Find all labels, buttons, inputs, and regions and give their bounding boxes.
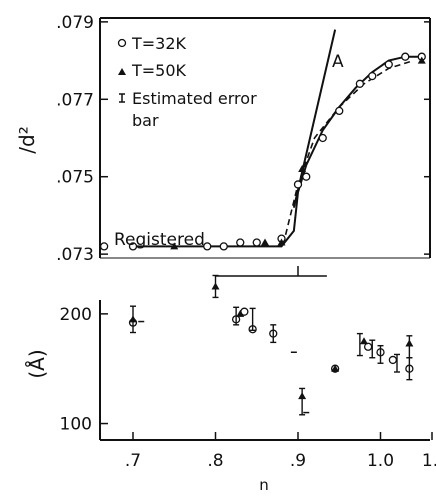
bottom-y-axis-label: (Å) (25, 349, 49, 378)
top-y-tick-label: .073 (56, 245, 94, 265)
fit-solid-curve (133, 55, 422, 248)
top-point-32k (203, 242, 212, 251)
bottom-axes: 100 200 .7 .8 .9 1.0 1. (60, 266, 436, 471)
bottom-panel: 100 200 .7 .8 .9 1.0 1. (Å) n (25, 266, 436, 494)
top-y-tick-label: .079 (56, 13, 94, 33)
top-y-tick-label: .075 (56, 168, 94, 188)
legend-errorbar-marker (119, 93, 125, 103)
bottom-x-axis-label: n (259, 476, 269, 494)
top-point-32k (302, 172, 311, 181)
top-point-32k (252, 238, 261, 247)
bottom-errorbar (233, 306, 240, 326)
annotation-registered: Registered (114, 230, 205, 250)
bottom-y-tick-label: 100 (60, 415, 92, 435)
top-point-50k (298, 164, 307, 172)
bottom-y-tick-label: 200 (60, 305, 92, 325)
bottom-errorbar (299, 387, 306, 416)
bottom-x-tick-label: .9 (290, 451, 306, 471)
legend-triangle-marker (118, 68, 126, 75)
legend-label-50k: T=50K (131, 61, 187, 80)
top-point-32k (236, 238, 245, 247)
top-point-50k (170, 242, 179, 250)
legend-label-error: Estimated error (132, 89, 257, 108)
top-point-50k (261, 238, 269, 246)
legend-label-32k: T=32K (131, 34, 187, 53)
bottom-errorbar (377, 344, 384, 364)
bottom-point-50k (360, 337, 368, 345)
top-point-32k (318, 133, 327, 143)
top-point-32k (401, 52, 410, 61)
top-panel: .073 .075 .077 .079 /d² T=32K T=50K Estimat… (15, 13, 431, 265)
top-point-32k (368, 71, 377, 81)
bottom-errorbar (270, 324, 277, 344)
bottom-errorbar (249, 307, 256, 332)
top-point-50k (417, 56, 426, 64)
bottom-point-32k (363, 342, 373, 351)
line-A-curve (292, 29, 337, 208)
bottom-point-50k (331, 364, 340, 372)
top-point-32k (335, 106, 344, 116)
bottom-point-50k (236, 309, 245, 317)
bottom-errorbar (394, 353, 400, 373)
top-axes: .073 .075 .077 .079 (56, 13, 431, 265)
bottom-x-tick-label: 1. (422, 451, 436, 471)
legend-entry-32k: T=32K (117, 34, 187, 53)
top-point-50k (277, 238, 286, 246)
top-y-tick-label: .077 (56, 90, 94, 110)
top-point-32k (99, 242, 109, 251)
legend-entry-50k: T=50K (118, 61, 187, 80)
bottom-point-32k (388, 355, 398, 365)
bottom-errorbar (369, 339, 376, 359)
bottom-x-tick-label: .7 (125, 451, 141, 471)
legend-label-error-cont: bar (132, 111, 159, 130)
top-point-32k (128, 242, 138, 251)
top-point-32k (355, 79, 365, 88)
legend-circle-marker (117, 38, 127, 48)
bottom-x-tick-label: .8 (207, 451, 223, 471)
top-point-32k (219, 242, 228, 251)
top-y-axis-label: /d² (15, 126, 39, 153)
top-point-32k (293, 180, 303, 189)
top-legend: T=32K T=50K Estimated error bar (117, 34, 257, 130)
bottom-errorbar (406, 335, 413, 359)
bottom-errorbar (406, 357, 413, 381)
bottom-errorbar (212, 274, 219, 299)
bottom-errorbar (130, 305, 136, 334)
annotation-a: A (332, 52, 344, 72)
bottom-x-tick-label: 1.0 (367, 451, 394, 471)
bottom-errorbar (356, 332, 363, 357)
legend-entry-error: Estimated error bar (119, 89, 257, 130)
fit-dashed-curve (284, 59, 414, 235)
top-point-32k (384, 60, 393, 69)
